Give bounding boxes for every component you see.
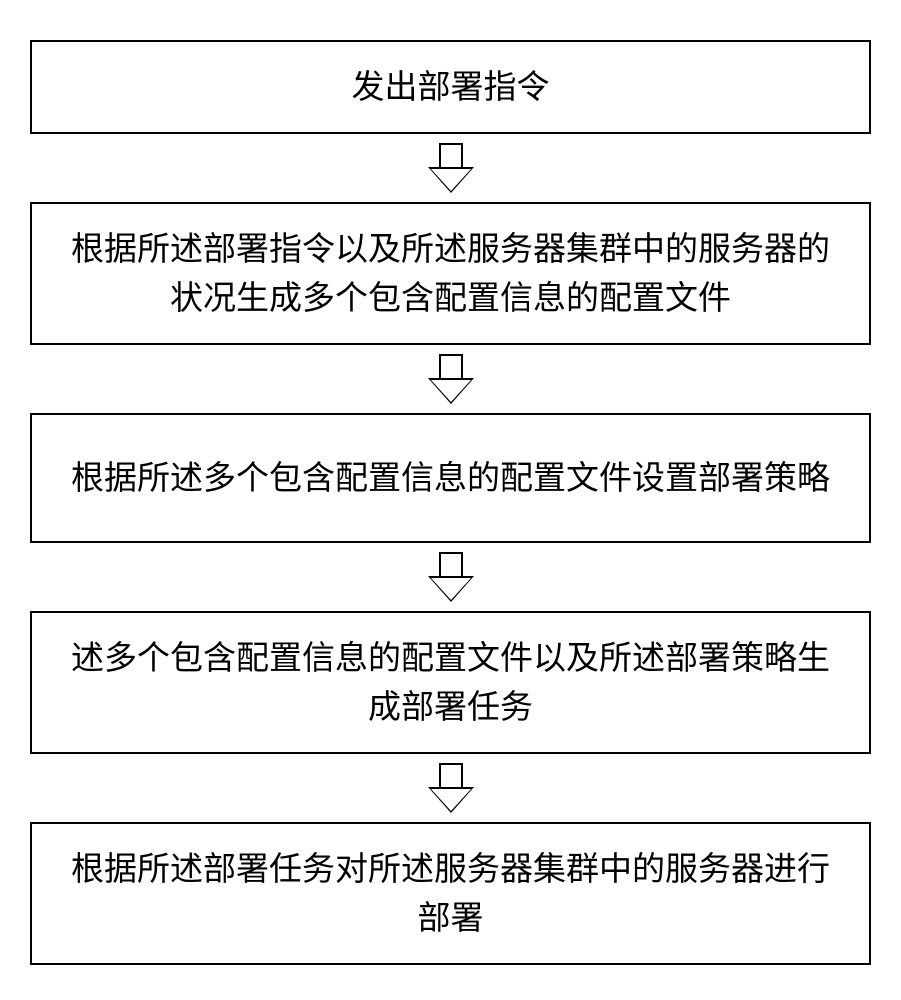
arrow-2 — [428, 349, 474, 409]
step-text-3: 根据所述多个包含配置信息的配置文件设置部署策略 — [71, 453, 830, 503]
flowchart-container: 发出部署指令 根据所述部署指令以及所述服务器集群中的服务器的状况生成多个包含配置… — [30, 40, 871, 965]
step-box-5: 根据所述部署任务对所述服务器集群中的服务器进行部署 — [30, 822, 871, 965]
step-text-2: 根据所述部署指令以及所述服务器集群中的服务器的状况生成多个包含配置信息的配置文件 — [62, 224, 839, 323]
step-box-2: 根据所述部署指令以及所述服务器集群中的服务器的状况生成多个包含配置信息的配置文件 — [30, 202, 871, 345]
arrow-3 — [428, 547, 474, 607]
step-text-1: 发出部署指令 — [352, 62, 550, 112]
arrow-4 — [428, 758, 474, 818]
step-text-5: 根据所述部署任务对所述服务器集群中的服务器进行部署 — [62, 844, 839, 943]
step-box-4: 述多个包含配置信息的配置文件以及所述部署策略生成部署任务 — [30, 611, 871, 754]
step-box-1: 发出部署指令 — [30, 40, 871, 134]
arrow-1 — [428, 138, 474, 198]
step-box-3: 根据所述多个包含配置信息的配置文件设置部署策略 — [30, 413, 871, 543]
step-text-4: 述多个包含配置信息的配置文件以及所述部署策略生成部署任务 — [62, 633, 839, 732]
